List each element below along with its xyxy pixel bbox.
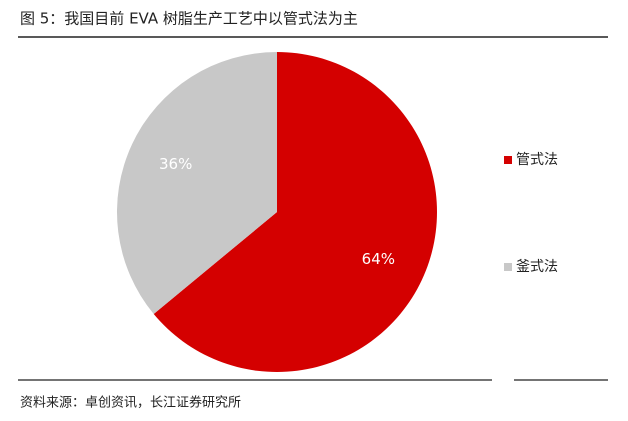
legend-swatch: [504, 156, 512, 164]
data-label: 36%: [159, 155, 192, 173]
legend-swatch: [504, 263, 512, 271]
data-label: 64%: [362, 250, 395, 268]
source-note: 资料来源：卓创资讯，长江证券研究所: [20, 395, 241, 411]
legend-label: 管式法: [516, 152, 558, 168]
legend-label: 釜式法: [516, 259, 558, 275]
pie-slice: [117, 52, 277, 314]
chart-title: 图 5：我国目前 EVA 树脂生产工艺中以管式法为主: [20, 10, 358, 28]
pie-slice: [153, 52, 438, 373]
